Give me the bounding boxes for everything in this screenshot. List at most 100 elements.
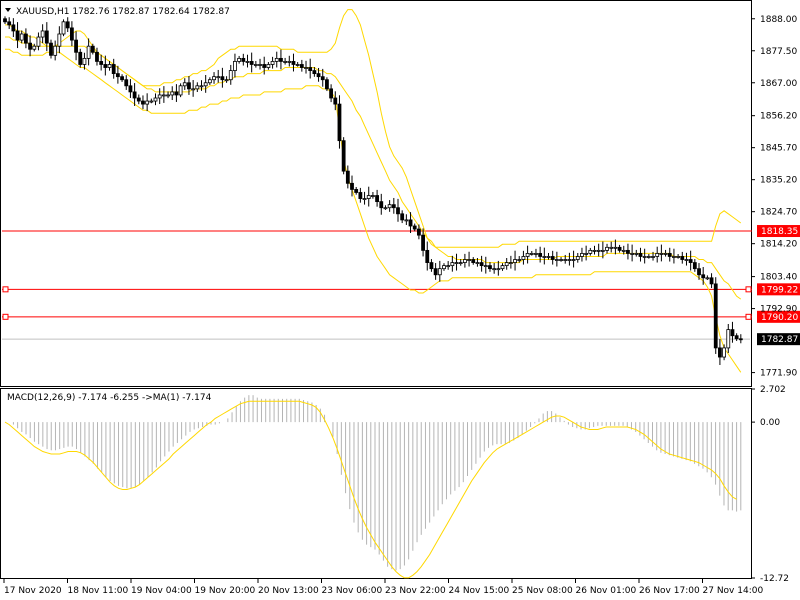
x-tick-label: 23 Nov 22:00 bbox=[385, 586, 446, 596]
candle-body bbox=[722, 347, 726, 358]
candle-body bbox=[86, 45, 91, 59]
candle-body bbox=[195, 85, 200, 90]
candle-body bbox=[391, 204, 396, 209]
candle-body bbox=[74, 39, 78, 53]
candle-body bbox=[308, 67, 313, 71]
candle-body bbox=[642, 256, 647, 258]
candle-body bbox=[216, 76, 221, 79]
candle-body bbox=[145, 100, 150, 105]
bollinger-bands bbox=[5, 9, 742, 373]
candle-body bbox=[274, 57, 279, 62]
candle-body bbox=[396, 207, 400, 215]
candle-body bbox=[559, 259, 563, 261]
candle-body bbox=[333, 97, 338, 105]
x-tick-label: 20 Nov 13:00 bbox=[258, 586, 319, 596]
dropdown-triangle-icon[interactable] bbox=[5, 8, 11, 12]
candle-body bbox=[563, 259, 568, 261]
candle-body bbox=[7, 21, 12, 26]
current-price-tag bbox=[757, 333, 800, 346]
candle-body bbox=[262, 64, 267, 68]
candle-body bbox=[258, 64, 262, 66]
candle-body bbox=[726, 329, 731, 349]
level-price-label: 1799.22 bbox=[761, 285, 798, 295]
candle-body bbox=[479, 262, 484, 267]
candle-body bbox=[287, 61, 292, 63]
candle-body bbox=[425, 249, 430, 263]
macd-tick-label: -12.72 bbox=[760, 574, 789, 584]
candle-body bbox=[684, 259, 689, 261]
candle-body bbox=[266, 64, 271, 68]
candle-body bbox=[412, 225, 417, 230]
candle-body bbox=[233, 61, 237, 71]
candle-body bbox=[550, 256, 555, 260]
y-tick-label: 1771.90 bbox=[760, 369, 797, 379]
level-price-tag bbox=[757, 225, 800, 238]
candle-body bbox=[504, 262, 509, 267]
candle-body bbox=[241, 57, 246, 62]
horizontal-levels: 1818.35 1799.22 1790.20 1782.87 bbox=[2, 225, 800, 346]
candle-body bbox=[36, 36, 41, 47]
candle-body bbox=[203, 82, 208, 87]
candle-body bbox=[554, 259, 559, 261]
time-axis: 17 Nov 2020 18 Nov 11:00 19 Nov 04:00 19 No… bbox=[3, 578, 763, 596]
candle-body bbox=[220, 76, 225, 81]
candle-body bbox=[57, 33, 62, 47]
price-axis: 1888.00 1877.50 1867.00 1856.20 1845.70 1835.… bbox=[751, 15, 797, 379]
candle-body bbox=[387, 204, 392, 209]
candle-body bbox=[442, 265, 446, 270]
candle-body bbox=[19, 33, 24, 41]
candle-body bbox=[65, 21, 70, 29]
candles bbox=[3, 16, 743, 366]
level-anchor-right[interactable] bbox=[745, 313, 752, 320]
candle-body bbox=[521, 256, 526, 260]
macd-signal-line bbox=[4, 400, 737, 579]
candle-body bbox=[279, 57, 283, 62]
level-anchor-right[interactable] bbox=[745, 286, 752, 293]
candle-body bbox=[270, 61, 275, 65]
x-tick-label: 25 Nov 08:00 bbox=[512, 586, 573, 596]
candle-body bbox=[659, 253, 664, 255]
level-anchor-left[interactable] bbox=[2, 286, 9, 293]
candle-body bbox=[546, 256, 551, 258]
y-tick-label: 1877.50 bbox=[760, 47, 797, 57]
candle-body bbox=[592, 249, 597, 252]
candle-body bbox=[379, 201, 384, 209]
candle-body bbox=[320, 76, 325, 81]
level-anchor-left[interactable] bbox=[2, 313, 9, 320]
candle-body bbox=[90, 45, 95, 53]
candle-body bbox=[371, 195, 375, 197]
candle-body bbox=[141, 100, 145, 105]
candle-body bbox=[103, 64, 108, 68]
candle-body bbox=[128, 85, 133, 93]
candle-body bbox=[228, 70, 233, 81]
candle-body bbox=[350, 182, 354, 190]
candle-body bbox=[421, 234, 425, 251]
x-tick-label: 19 Nov 04:00 bbox=[131, 586, 192, 596]
candle-body bbox=[709, 277, 714, 285]
candle-body bbox=[713, 283, 718, 349]
candle-body bbox=[115, 73, 120, 78]
candle-body bbox=[462, 259, 467, 263]
candle-body bbox=[345, 170, 350, 184]
candle-body bbox=[617, 246, 622, 251]
candle-body bbox=[667, 253, 672, 257]
candle-body bbox=[433, 268, 438, 276]
candle-body bbox=[634, 253, 639, 255]
candle-body bbox=[78, 51, 83, 65]
candle-body bbox=[82, 57, 87, 65]
candle-body bbox=[283, 61, 288, 63]
macd-tick-label: 0.00 bbox=[760, 418, 780, 428]
candle-body bbox=[567, 259, 572, 261]
candle-body bbox=[304, 67, 308, 69]
candle-body bbox=[571, 259, 576, 261]
candle-body bbox=[680, 256, 685, 260]
x-tick-label: 24 Nov 15:00 bbox=[449, 586, 510, 596]
candle-body bbox=[446, 265, 451, 268]
candle-body bbox=[672, 256, 676, 258]
candle-body bbox=[337, 103, 342, 142]
x-tick-label: 19 Nov 20:00 bbox=[195, 586, 256, 596]
candle-body bbox=[53, 45, 58, 56]
bb-upper-line bbox=[5, 9, 742, 248]
y-tick-label: 1845.70 bbox=[760, 144, 797, 154]
